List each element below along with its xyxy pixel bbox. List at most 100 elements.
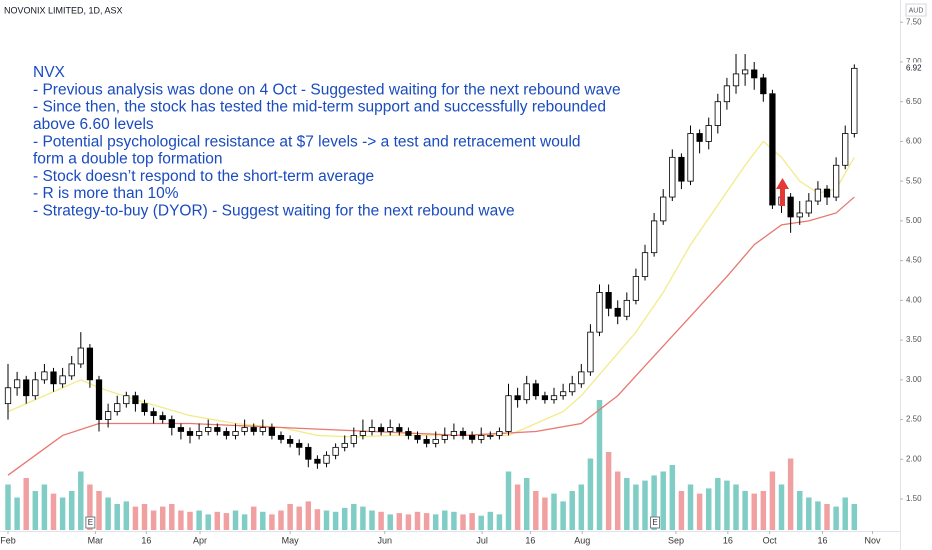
candle-body [459,431,467,436]
arrow-shaft [780,188,785,206]
volume-bar [32,491,39,530]
candle-body [77,347,84,365]
candle-body [587,331,594,373]
candle-body [541,395,549,401]
candle-body [195,431,203,436]
volume-bar [323,510,330,530]
candle-body [596,292,603,333]
candle-body [214,427,221,432]
candle-body [32,379,39,397]
volume-bar [68,491,75,530]
volume-bar [414,511,421,530]
candle-body [186,431,194,436]
arrow [776,178,789,206]
candle-body [13,379,21,389]
candle-body [505,395,512,432]
candle-body [223,431,230,436]
volume-bar [114,504,120,530]
volume-bar [232,510,239,530]
candle-body [696,133,703,142]
annotation-line: - Since then, the stock has tested the m… [33,99,606,116]
annotation-line: form a double top formation [33,151,223,168]
annotation-line: above 6.60 levels [33,116,154,133]
candle-body [832,164,840,198]
volume-bar [378,511,384,530]
candle-body [796,212,803,218]
volume-bar [178,510,184,530]
candle-body [432,439,439,444]
candle-body [641,252,649,277]
volume-bar [769,471,776,530]
volume-bar [542,497,548,530]
candle-body [232,431,239,436]
y-tick-label: 1.50 [906,494,922,503]
volume-bar [687,484,694,530]
volume-bar [642,480,648,530]
candle-body [787,196,794,218]
x-tick-label: 16 [141,535,151,545]
candle-body [851,67,858,134]
candle-body [104,411,112,420]
annotation-line: - Strategy-to-buy (DYOR) - Suggest waiti… [33,202,515,219]
candle-body [68,363,75,377]
volume-bar [487,511,494,530]
candle-body [405,431,412,436]
volume-bar [105,497,111,530]
volume-bar [523,478,530,530]
candle-body [814,188,822,202]
candle-body [323,454,330,464]
x-tick-label: Jun [377,535,392,545]
candle-body [314,458,321,464]
y-tick-label: 4.50 [906,256,922,265]
volume-bar [5,484,11,530]
candle-body [650,220,658,254]
volume-bar [796,491,803,530]
earnings-label: E [88,518,93,527]
candle-body [86,347,94,381]
candle-body [523,383,530,401]
candle-body [123,395,130,405]
candle-body [177,427,185,432]
y-tick-label: 4.00 [906,295,922,304]
volume-bar [23,478,29,530]
volume-bar [132,506,139,530]
volume-bar [241,514,248,530]
currency: AUD [909,7,924,14]
candle-body [614,307,621,317]
volume-bar [715,478,721,530]
y-tick-label: 3.50 [906,335,922,344]
candle-body [50,371,57,385]
candle-body [259,427,266,432]
volume-bar [150,510,157,530]
candle-body [23,379,30,397]
volume-bar [742,491,748,530]
volume-bar [423,513,430,530]
volume-bar [614,471,621,530]
volume-bar [278,510,284,530]
moving-average [7,140,855,438]
volume-bar [314,509,321,530]
candle-body [159,415,166,420]
chart-title: NOVONIX LIMITED, 1D, ASX [4,5,123,15]
volume-bar [214,511,221,530]
volume-bar [387,514,393,530]
candle-body [751,69,758,79]
candle-body [532,383,539,397]
annotation-line: - Previous analysis was done on 4 Oct - … [33,81,621,98]
volume-bar [551,493,557,530]
x-tick-label: 16 [525,535,535,545]
annotation: NVX- Previous analysis was done on 4 Oct… [33,64,621,219]
volume-bar [360,506,366,530]
candle-body [769,93,776,206]
volume-bar [50,493,57,530]
candle-body [387,427,394,432]
volume-bar [269,514,275,530]
volume-bar [824,504,830,530]
volume-bar [596,400,603,530]
candle-body [732,73,740,87]
volume-bar [59,497,66,530]
candle-body [687,133,694,182]
x-tick-label: 16 [723,535,733,545]
y-tick-label: 7.00 [906,57,922,66]
